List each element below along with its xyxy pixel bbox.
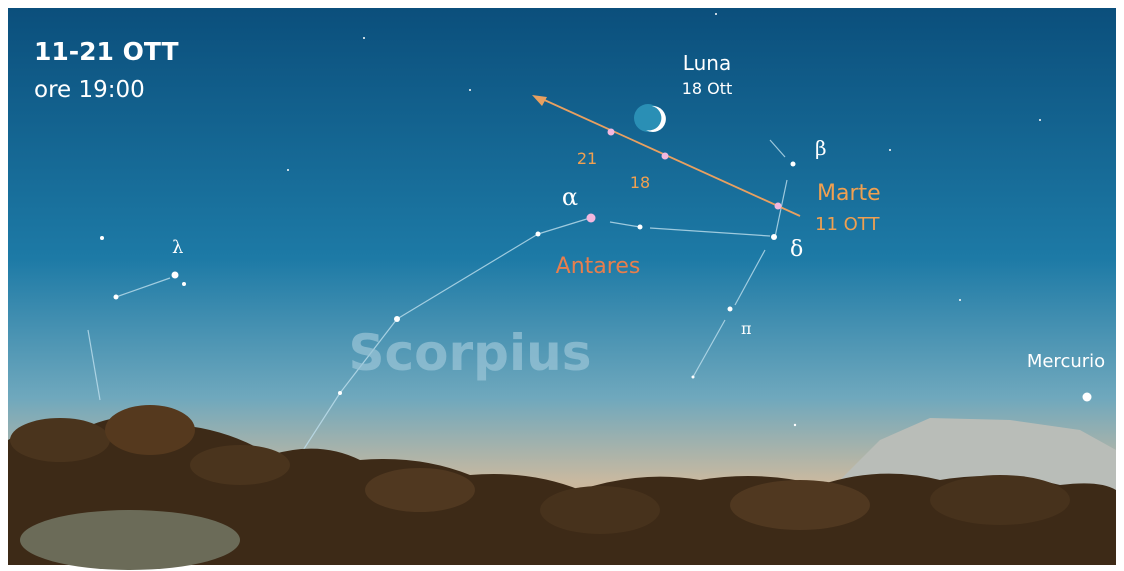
greek-label: β <box>815 136 827 160</box>
greek-label: π <box>741 319 752 338</box>
planet-label: Marte <box>817 181 881 206</box>
planet-date: 11 OTT <box>815 214 880 235</box>
constellation-name: Scorpius <box>349 324 592 382</box>
star-label: Antares <box>556 254 641 279</box>
day-label: 21 <box>577 149 597 168</box>
time: ore 19:00 <box>34 77 145 103</box>
sky-chart: 11-21 OTT ore 19:00 Luna 18 Ott 21 18 α … <box>0 0 1124 571</box>
greek-label: λ <box>172 237 183 258</box>
planet-label: Mercurio <box>1027 351 1105 372</box>
moon-date: 18 Ott <box>682 79 733 98</box>
moon-label: Luna <box>683 51 731 75</box>
day-label: 18 <box>630 173 650 192</box>
greek-label: δ <box>790 237 803 262</box>
date: 11-21 OTT <box>34 37 179 66</box>
greek-label: α <box>562 183 578 211</box>
